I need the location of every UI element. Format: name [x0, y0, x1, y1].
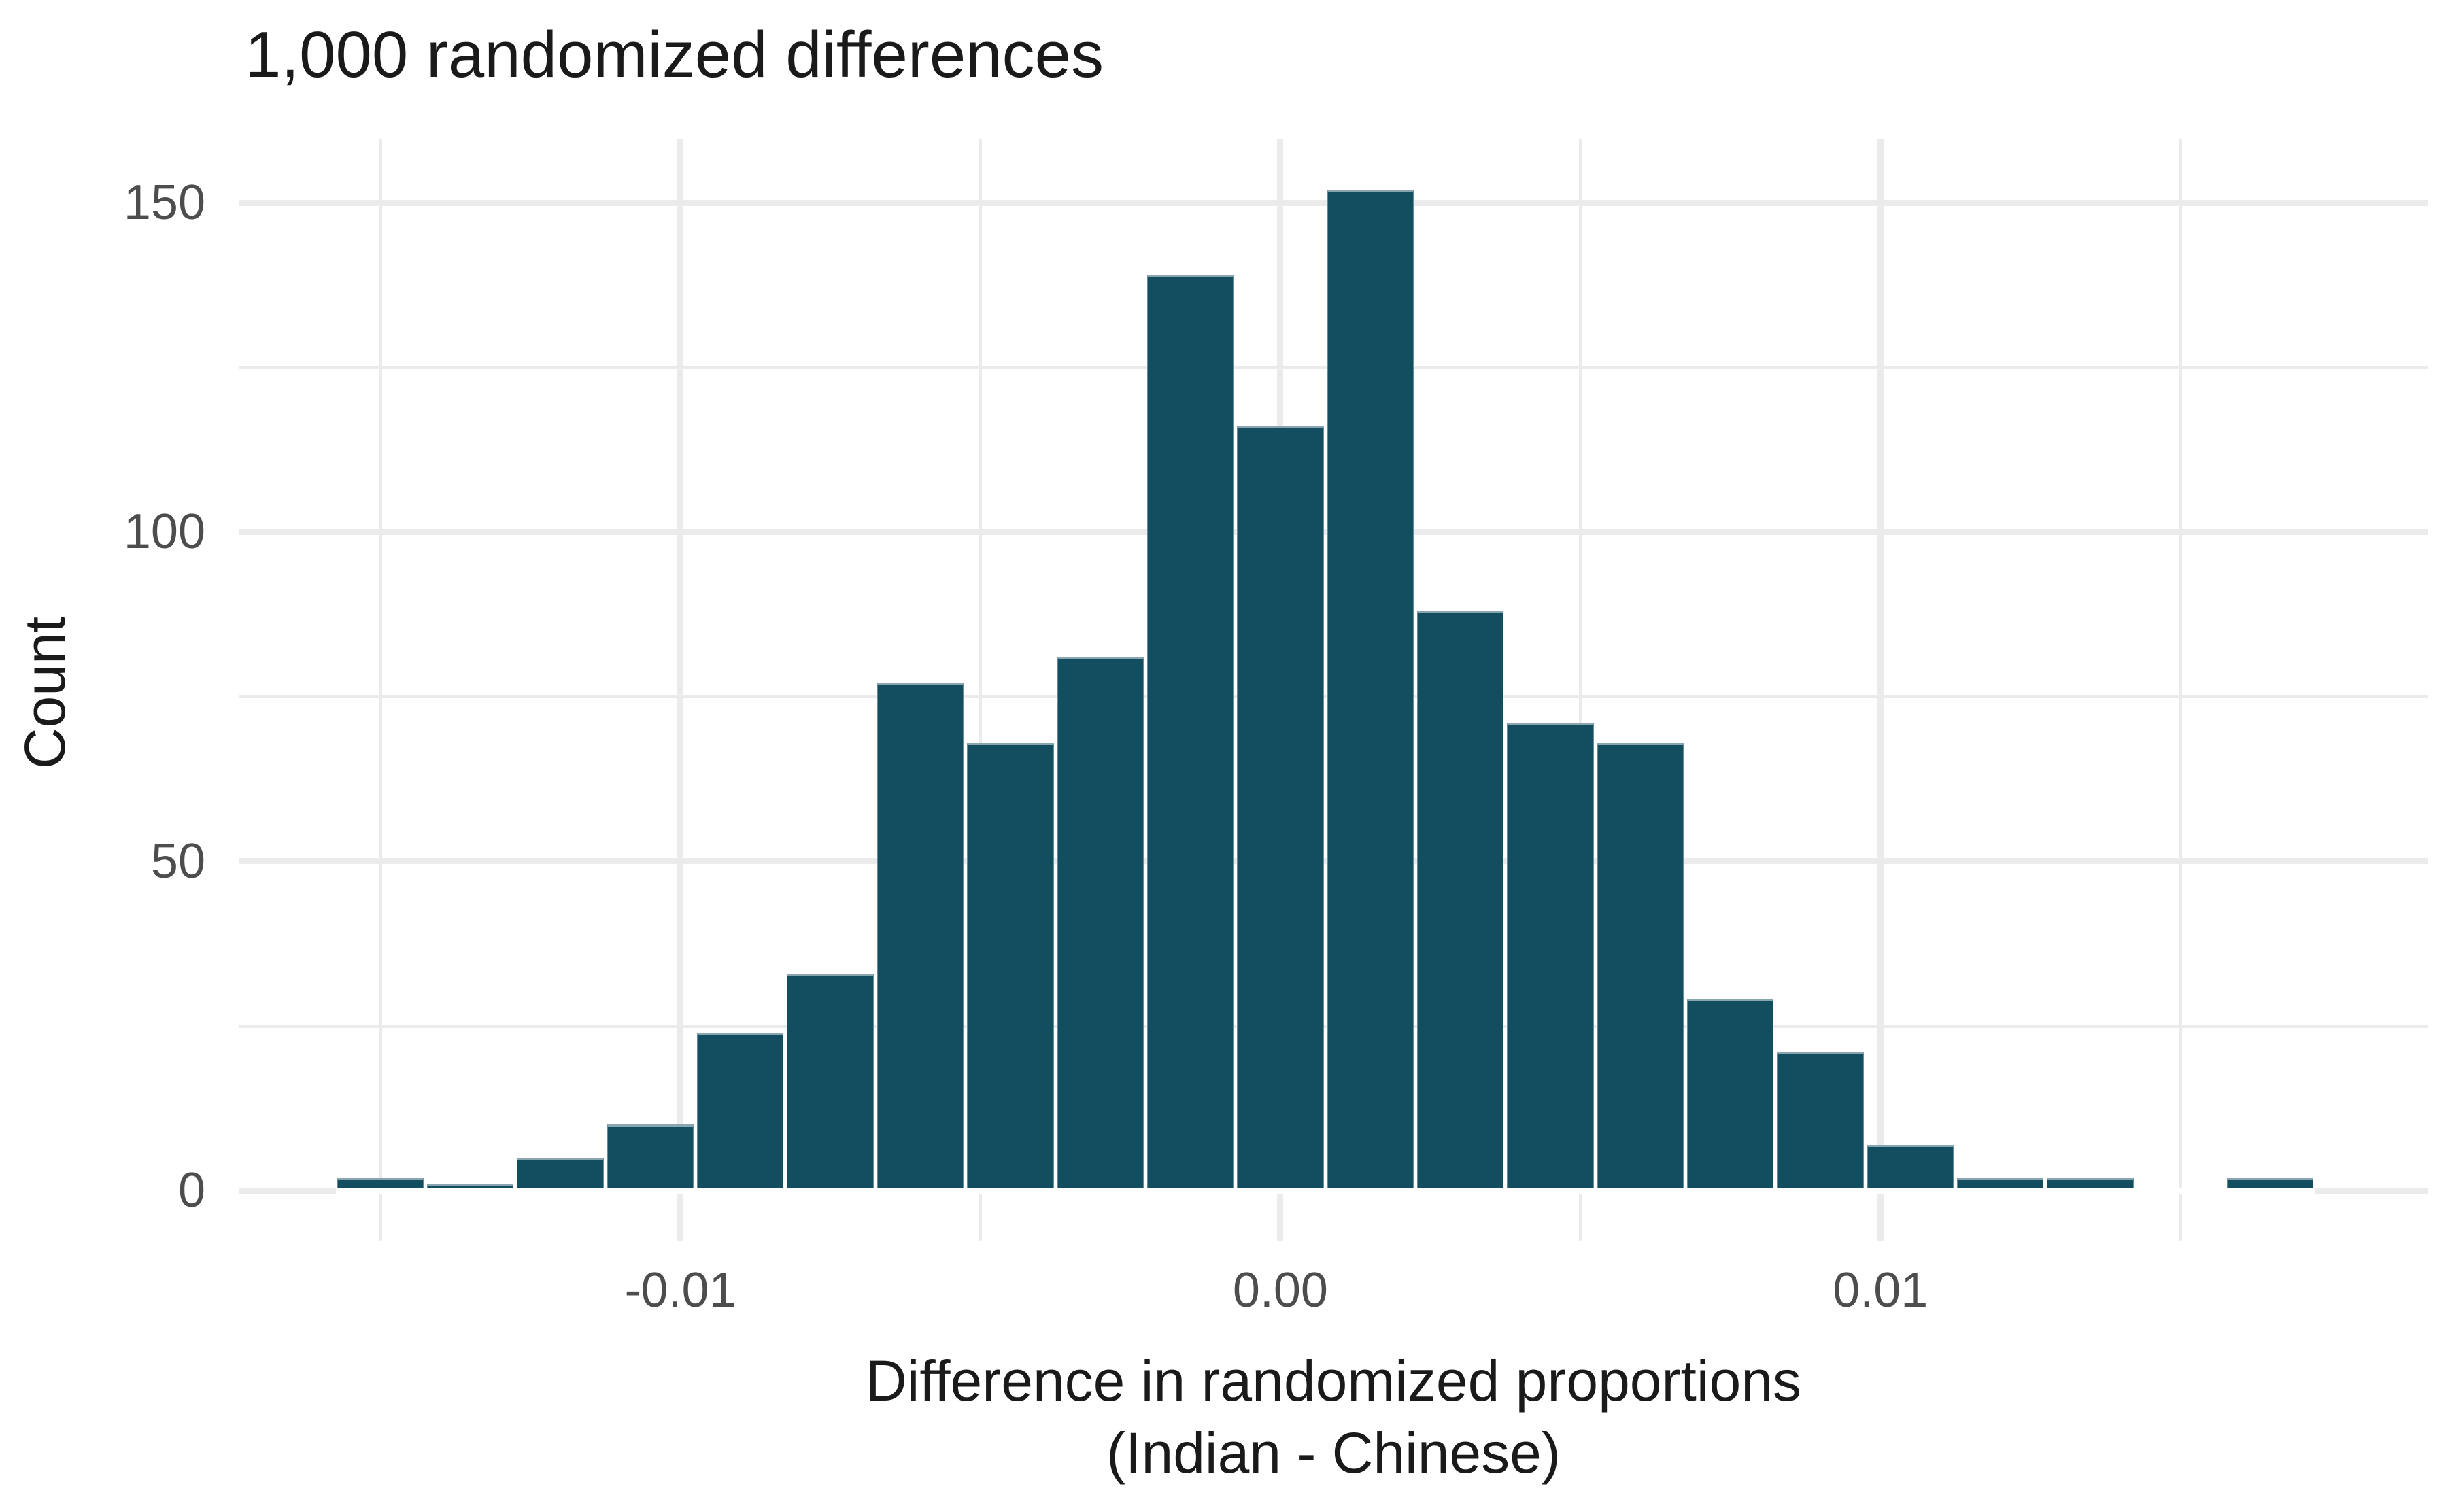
y-tick-label: 50	[150, 834, 205, 889]
histogram-bar	[2227, 1177, 2314, 1188]
plot-panel	[239, 139, 2428, 1241]
histogram-bar	[1327, 189, 1414, 1188]
x-major-gridline	[677, 139, 684, 1241]
histogram-bar	[967, 742, 1054, 1188]
histogram-bar	[1957, 1177, 2044, 1188]
y-tick-label: 100	[123, 504, 205, 560]
baseline-bar-stroke-strip	[336, 1188, 2315, 1195]
x-tick-label: 0.01	[1833, 1263, 1928, 1318]
histogram-bar	[337, 1177, 424, 1188]
y-tick-label: 0	[177, 1163, 205, 1218]
histogram-bar	[1057, 657, 1144, 1188]
y-axis-title: Count	[13, 616, 77, 770]
histogram-bar	[1416, 611, 1504, 1188]
histogram-bar	[787, 973, 874, 1188]
chart-title: 1,000 randomized differences	[245, 18, 1104, 91]
x-major-gridline	[1877, 139, 1884, 1241]
x-axis-title-line1: Difference in randomized proportions	[866, 1349, 1801, 1413]
histogram-bar	[517, 1157, 604, 1188]
histogram-bar	[1687, 999, 1774, 1188]
histogram-bar	[427, 1184, 514, 1188]
histogram-bar	[1507, 723, 1594, 1188]
x-minor-gridline	[1578, 139, 1582, 1241]
histogram-bar	[877, 683, 964, 1188]
histogram-bar	[1146, 275, 1234, 1188]
histogram-bar	[2047, 1177, 2134, 1188]
x-axis-title: Difference in randomized proportions (In…	[517, 1345, 2149, 1489]
histogram-bar	[1867, 1144, 1954, 1188]
histogram-bar	[697, 1032, 784, 1188]
x-tick-label: 0.00	[1232, 1263, 1328, 1318]
x-minor-gridline	[979, 139, 983, 1241]
x-tick-label: -0.01	[624, 1263, 736, 1318]
histogram-bar	[607, 1124, 694, 1188]
histogram-bar	[1777, 1052, 1864, 1188]
x-minor-gridline	[2178, 139, 2182, 1241]
histogram-bar	[1237, 426, 1324, 1188]
x-axis-title-line2: (Indian - Chinese)	[1106, 1421, 1561, 1485]
histogram-bar	[1597, 742, 1684, 1188]
x-minor-gridline	[378, 139, 382, 1241]
y-tick-label: 150	[123, 175, 205, 230]
